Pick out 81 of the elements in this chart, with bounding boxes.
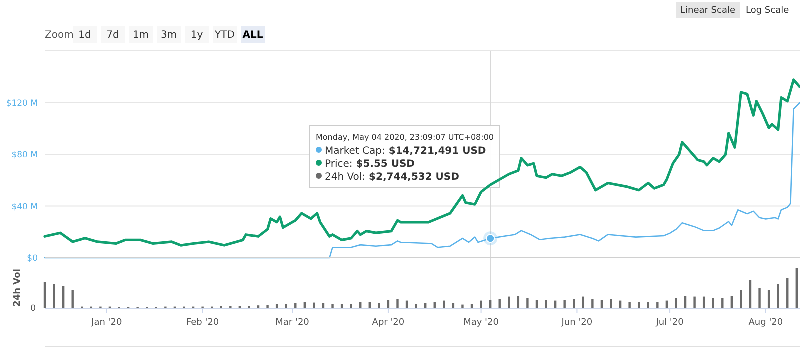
bar bbox=[730, 296, 734, 308]
bar bbox=[489, 300, 492, 308]
bar bbox=[332, 304, 334, 308]
bar bbox=[266, 305, 269, 308]
bar bbox=[796, 268, 798, 308]
bar bbox=[758, 288, 761, 308]
bar bbox=[536, 300, 538, 308]
bar bbox=[322, 303, 325, 308]
y-tick-label: $80 M bbox=[12, 150, 38, 160]
x-tick-label: Mar '20 bbox=[276, 318, 310, 328]
x-tick-label: Jul '20 bbox=[655, 318, 684, 328]
annotation: Monday, May 04 2020, 23:09:07 UTC+08:00 bbox=[316, 133, 494, 142]
bar bbox=[350, 304, 352, 308]
bar bbox=[517, 296, 520, 308]
annotation: 24h Vol: $2,744,532 USD bbox=[325, 172, 460, 183]
bar bbox=[675, 298, 678, 308]
text: YTD bbox=[214, 30, 236, 41]
annotation: Market Cap: $14,721,491 USD bbox=[325, 146, 486, 157]
bar bbox=[749, 280, 752, 308]
bar bbox=[276, 304, 278, 308]
x-tick-label: Jan '20 bbox=[90, 318, 122, 328]
text: 7d bbox=[106, 30, 120, 41]
bar bbox=[304, 302, 306, 308]
text: 1y bbox=[190, 30, 204, 41]
bar bbox=[740, 290, 742, 308]
bar bbox=[424, 303, 427, 308]
y-axis-title: 24h Vol bbox=[13, 269, 23, 307]
bar bbox=[480, 300, 482, 308]
bar bbox=[786, 278, 789, 308]
bar bbox=[564, 300, 566, 308]
bar bbox=[396, 299, 399, 308]
bar bbox=[600, 300, 604, 308]
x-tick-label: Feb '20 bbox=[186, 318, 220, 328]
bar bbox=[44, 282, 46, 308]
bar bbox=[462, 304, 464, 308]
bar bbox=[313, 302, 316, 308]
text: 3m bbox=[160, 30, 178, 41]
annotation: Price: $5.55 USD bbox=[325, 159, 415, 170]
bar bbox=[573, 299, 576, 308]
bar bbox=[387, 300, 390, 308]
bar bbox=[722, 298, 724, 308]
bar bbox=[526, 298, 529, 308]
bar bbox=[434, 302, 436, 308]
text: 1m bbox=[132, 30, 150, 41]
bar bbox=[694, 296, 696, 308]
x-tick-label: May '20 bbox=[464, 318, 500, 328]
text: 0 bbox=[30, 304, 36, 314]
bar bbox=[545, 300, 548, 308]
text: Zoom bbox=[45, 30, 74, 41]
y-tick-label: $120 M bbox=[6, 98, 38, 109]
bar bbox=[638, 302, 640, 308]
bar bbox=[628, 302, 631, 308]
text: 1d bbox=[78, 30, 92, 41]
y-tick-label: $0 bbox=[27, 254, 38, 264]
y-tick-label: $40 M bbox=[12, 202, 38, 212]
bar bbox=[592, 299, 594, 308]
bar bbox=[62, 286, 65, 308]
bar bbox=[610, 299, 612, 308]
bar bbox=[777, 284, 780, 308]
text: Linear Scale bbox=[680, 6, 736, 16]
text: Log Scale bbox=[746, 6, 790, 16]
bar bbox=[656, 302, 659, 308]
bar bbox=[443, 300, 446, 308]
x-tick-label: Aug '20 bbox=[748, 318, 784, 328]
bar bbox=[768, 290, 770, 308]
bar bbox=[415, 304, 418, 308]
bar bbox=[712, 298, 714, 308]
x-tick-label: Apr '20 bbox=[372, 318, 405, 328]
bar bbox=[360, 302, 362, 308]
bar bbox=[53, 284, 56, 308]
bar bbox=[294, 303, 297, 308]
bar bbox=[498, 299, 501, 308]
bar bbox=[452, 303, 455, 308]
bar bbox=[647, 302, 650, 308]
x-tick-label: Jun '20 bbox=[560, 318, 593, 328]
bar bbox=[378, 303, 380, 308]
bar bbox=[684, 296, 687, 308]
bar bbox=[72, 290, 74, 308]
text: ALL bbox=[242, 30, 264, 41]
bar bbox=[368, 302, 371, 308]
bar bbox=[470, 304, 474, 308]
